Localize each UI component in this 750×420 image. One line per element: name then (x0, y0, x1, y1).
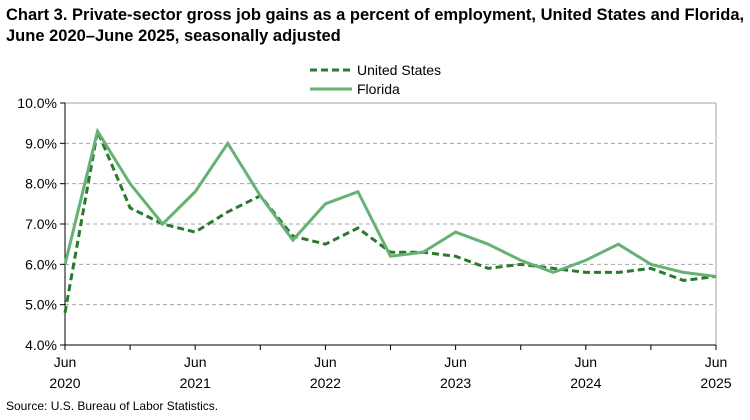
x-tick-label: 2025 (700, 375, 731, 391)
x-tick-label: Jun (705, 354, 728, 370)
y-tick-label: 10.0% (17, 95, 57, 111)
x-tick-label: 2024 (570, 375, 601, 391)
y-tick-label: 7.0% (25, 216, 57, 232)
y-tick-label: 5.0% (25, 297, 57, 313)
x-tick-label: Jun (575, 354, 598, 370)
y-tick-label: 8.0% (25, 176, 57, 192)
series-line-florida (63, 127, 717, 278)
source-note: Source: U.S. Bureau of Labor Statistics. (6, 399, 219, 413)
x-tick-label: 2022 (310, 375, 341, 391)
x-tick-label: Jun (184, 354, 207, 370)
series-line-united-states (63, 126, 717, 313)
x-tick-label: 2023 (440, 375, 471, 391)
y-tick-label: 9.0% (25, 135, 57, 151)
x-tick-label: 2021 (180, 375, 211, 391)
x-tick-label: 2020 (49, 375, 80, 391)
legend-label: Florida (357, 81, 400, 97)
y-tick-label: 4.0% (25, 337, 57, 353)
x-tick-label: Jun (444, 354, 467, 370)
x-tick-label: Jun (54, 354, 77, 370)
x-tick-label: Jun (314, 354, 337, 370)
y-tick-label: 6.0% (25, 256, 57, 272)
legend-label: United States (357, 62, 441, 78)
chart-title: Chart 3. Private-sector gross job gains … (6, 6, 745, 45)
